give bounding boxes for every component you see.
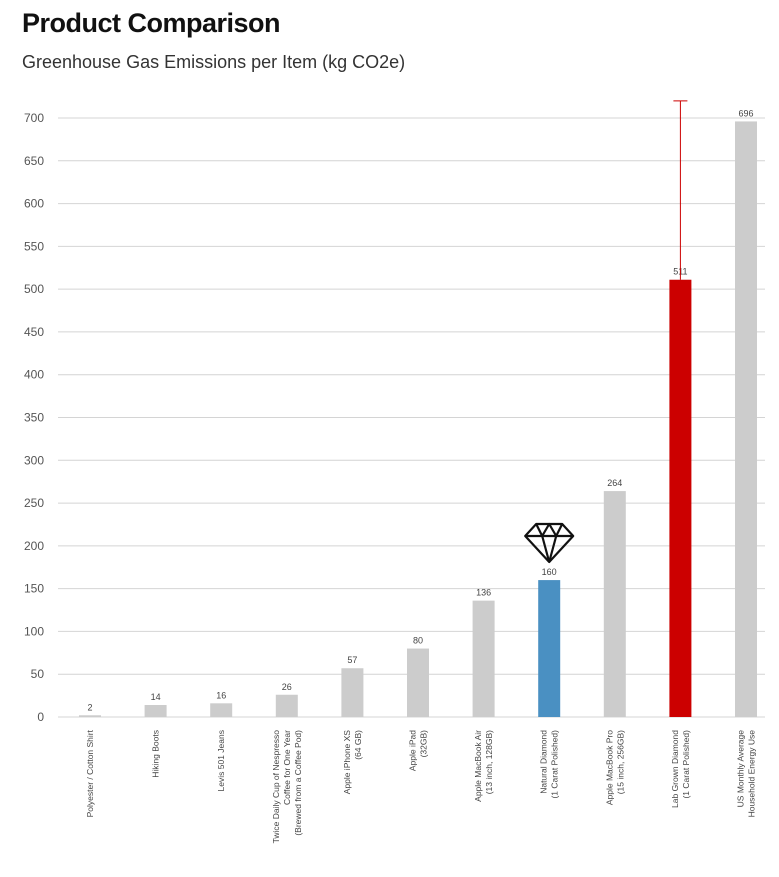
- x-tick-label: Household Energy Use: [747, 730, 757, 818]
- bar: [341, 668, 364, 717]
- bar: [210, 703, 233, 717]
- y-tick-label: 700: [24, 111, 44, 125]
- diamond-icon: [524, 522, 575, 564]
- chart-subtitle: Greenhouse Gas Emissions per Item (kg CO…: [22, 52, 406, 72]
- bar: [79, 715, 101, 717]
- x-tick-label: Twice Daily Cup of Nespresso: [271, 730, 281, 844]
- bar: [538, 580, 561, 717]
- y-tick-label: 0: [37, 710, 44, 724]
- x-tick-label: Apple MacBook Pro: [604, 730, 614, 805]
- bar-value-label: 16: [216, 690, 226, 700]
- y-tick-label: 100: [24, 624, 44, 638]
- x-tick-label: Hiking Boots: [151, 730, 161, 778]
- bar: [735, 121, 757, 718]
- bar-value-label: 80: [413, 636, 423, 646]
- x-tick-label: Polyester / Cotton Shirt: [85, 729, 95, 817]
- bar-value-label: 264: [607, 478, 622, 488]
- x-tick-label: Natural Diamond: [539, 730, 549, 794]
- y-tick-label: 650: [24, 154, 44, 168]
- y-tick-label: 300: [24, 453, 44, 467]
- y-tick-label: 500: [24, 282, 44, 296]
- x-tick-label: Lab Grown Diamond: [670, 730, 680, 808]
- x-tick-label: (Brewed from a Coffee Pod): [293, 730, 303, 836]
- x-tick-label: (1 Carat Polished): [681, 730, 691, 799]
- x-tick-label: US Monthly Average: [736, 730, 746, 808]
- bar: [603, 491, 626, 717]
- bar: [144, 705, 167, 717]
- bar-value-label: 2: [87, 702, 92, 712]
- x-tick-label: Apple iPad: [408, 730, 418, 771]
- bar-value-label: 160: [542, 567, 557, 577]
- y-tick-label: 150: [24, 582, 44, 596]
- bar: [407, 648, 429, 717]
- y-tick-label: 200: [24, 539, 44, 553]
- bar-value-label: 26: [282, 682, 292, 692]
- x-tick-label: Levis 501 Jeans: [216, 730, 226, 791]
- x-tick-label: (32GB): [419, 730, 429, 758]
- x-tick-label: (13 inch, 128GB): [484, 730, 494, 794]
- x-tick-label: Apple MacBook Air: [473, 730, 483, 802]
- bar-value-label: 57: [347, 655, 357, 665]
- chart-title: Product Comparison: [22, 8, 281, 38]
- y-tick-label: 600: [24, 197, 44, 211]
- y-tick-label: 450: [24, 325, 44, 339]
- bar-value-label: 136: [476, 588, 491, 598]
- bar-value-label: 14: [151, 692, 161, 702]
- x-tick-label: (15 inch, 256GB): [615, 730, 625, 794]
- x-tick-label: Apple iPhone XS: [342, 730, 352, 795]
- x-tick-label: (1 Carat Polished): [550, 730, 560, 799]
- y-tick-label: 400: [24, 368, 44, 382]
- x-tick-label: Coffee for One Year: [282, 730, 292, 805]
- bar: [669, 279, 692, 717]
- bar-value-label: 696: [738, 108, 753, 118]
- bar: [472, 600, 495, 717]
- y-tick-label: 550: [24, 239, 44, 253]
- y-tick-label: 350: [24, 411, 44, 425]
- y-tick-label: 50: [31, 667, 45, 681]
- bar: [275, 694, 298, 717]
- y-tick-label: 250: [24, 496, 44, 510]
- x-tick-label: (64 GB): [353, 730, 363, 760]
